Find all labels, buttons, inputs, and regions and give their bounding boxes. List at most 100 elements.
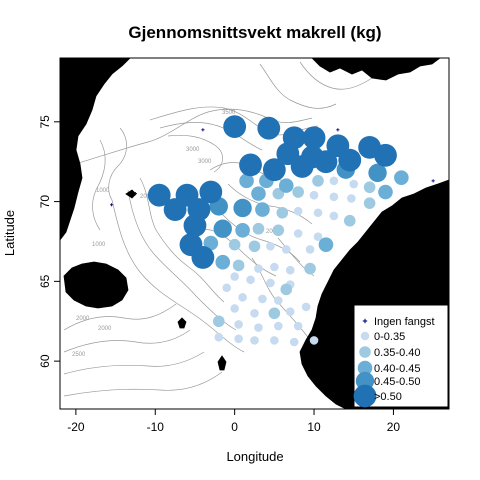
catch-point — [276, 206, 289, 219]
catch-point — [338, 148, 362, 172]
catch-point — [214, 332, 224, 342]
catch-point — [280, 283, 293, 296]
catch-point — [278, 178, 294, 193]
catch-point — [363, 197, 376, 209]
plot-frame — [59, 57, 450, 410]
catch-point — [199, 180, 223, 204]
legend-symbol — [357, 360, 373, 376]
catch-point — [318, 237, 334, 252]
no-catch-marker — [133, 192, 138, 196]
svalbard — [311, 58, 441, 81]
shetland — [217, 355, 227, 371]
catch-point — [239, 153, 262, 177]
catch-point — [329, 192, 339, 202]
catch-point — [363, 181, 376, 194]
catch-point — [314, 150, 338, 174]
catch-point — [222, 283, 232, 293]
catch-point — [274, 321, 283, 331]
catch-point — [343, 214, 356, 227]
catch-point — [147, 183, 171, 207]
catch-point — [270, 336, 279, 345]
catch-point — [238, 293, 247, 302]
catch-point — [266, 241, 275, 251]
contour-label: 2000 — [98, 326, 112, 332]
no-catch-marker — [110, 203, 114, 207]
legend-label: 0-0.35 — [374, 331, 405, 343]
catch-point — [312, 175, 324, 187]
catch-point — [305, 245, 315, 254]
contour-label: 3500 — [222, 110, 236, 116]
catch-point — [349, 179, 359, 189]
x-tick-label: 10 — [307, 420, 321, 434]
greenland — [60, 58, 131, 241]
catch-point — [285, 265, 295, 275]
contour-line — [139, 177, 225, 303]
catch-point — [262, 158, 286, 182]
legend-symbol — [360, 331, 370, 341]
iceland — [63, 261, 129, 309]
no-catch-marker — [336, 128, 340, 132]
catch-point — [329, 176, 339, 186]
legend-label: >0.50 — [374, 391, 402, 403]
contour-label: 2500 — [72, 352, 86, 358]
catch-point — [329, 211, 339, 221]
catch-point — [378, 184, 393, 200]
faroe-islands — [177, 317, 187, 329]
x-axis: -20 -10 0 10 20 — [67, 409, 400, 434]
legend-symbol-no-catch — [362, 318, 368, 324]
legend-label: 0.45-0.50 — [374, 376, 420, 388]
contour-label: 3000 — [186, 147, 200, 153]
catch-point — [230, 272, 239, 281]
catch-point — [290, 155, 314, 178]
catch-point — [368, 163, 387, 183]
contour-line — [63, 371, 223, 397]
catch-point — [239, 173, 254, 189]
catch-point — [212, 315, 225, 328]
y-tick-label: 65 — [38, 274, 52, 288]
catch-point — [394, 170, 409, 185]
catch-point — [347, 194, 356, 203]
catch-point — [232, 259, 245, 272]
catch-point — [293, 206, 303, 216]
contour-label: 2000 — [140, 194, 154, 200]
chart-title: Gjennomsnittsvekt makrell (kg) — [128, 23, 381, 42]
catch-point — [223, 115, 247, 139]
catch-point — [233, 198, 252, 218]
catch-point — [254, 264, 263, 273]
catch-point — [251, 186, 266, 201]
catch-point — [228, 238, 241, 251]
catch-point — [250, 336, 259, 345]
catch-point — [248, 240, 261, 253]
legend-symbol — [359, 346, 371, 358]
x-tick-label: 20 — [387, 420, 401, 434]
catch-point — [302, 126, 326, 150]
y-tick-label: 75 — [38, 115, 52, 129]
catch-point — [215, 254, 231, 270]
catch-point — [234, 320, 243, 329]
catch-point — [313, 208, 323, 218]
catch-point — [289, 337, 299, 347]
legend-label: Ingen fangst — [374, 316, 435, 328]
catch-point — [191, 246, 215, 269]
catch-point — [293, 229, 303, 238]
contour-line — [92, 139, 106, 231]
catch-point — [252, 222, 265, 235]
catch-point — [257, 116, 281, 140]
y-tick-label: 60 — [38, 354, 52, 368]
catch-point — [268, 307, 281, 320]
contour-line — [299, 61, 373, 90]
contour-line — [227, 183, 313, 225]
catch-point — [309, 190, 319, 200]
y-axis: 60 65 70 75 — [38, 115, 60, 368]
catch-point — [250, 308, 259, 318]
catch-point — [285, 307, 295, 316]
legend-label: 0.40-0.45 — [374, 363, 420, 375]
catch-point — [293, 321, 303, 331]
plot-area: 3500 3000 3000 2000 2000 1000 2000 2500 … — [60, 58, 449, 409]
catch-point — [235, 223, 250, 238]
catch-point — [203, 235, 219, 251]
catch-point — [230, 304, 239, 313]
contour-line — [63, 351, 205, 375]
catch-point — [309, 336, 319, 345]
